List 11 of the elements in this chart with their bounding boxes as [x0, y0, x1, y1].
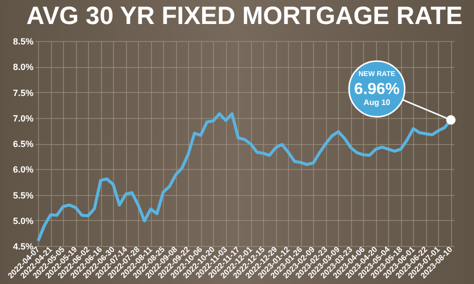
y-tick-label: 7.0%	[12, 113, 34, 124]
chart-title: AVG 30 YR FIXED MORTGAGE RATE	[26, 2, 463, 30]
y-tick-label: 5.0%	[12, 216, 34, 226]
y-tick-label: 6.0%	[12, 164, 34, 175]
y-tick-label: 8.0%	[12, 62, 34, 72]
annotation: Aug 10	[364, 98, 391, 107]
y-tick-label: 5.5%	[12, 190, 34, 200]
y-tick-label: 8.5%	[12, 36, 34, 46]
y-tick-label: 6.5%	[12, 139, 34, 149]
y-tick-label: 7.5%	[12, 88, 34, 98]
annotation: 6.96%	[354, 80, 400, 98]
